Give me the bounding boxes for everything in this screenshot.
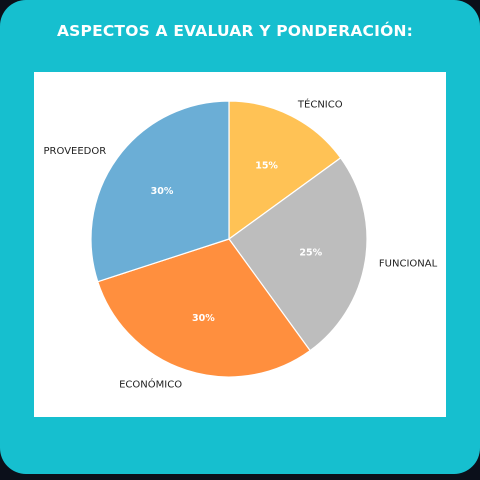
pie-percent-label-funcional: 25% [299,247,322,258]
pie-slice-proveedor [90,100,230,283]
pie-percent-label-economico: 30% [192,313,215,324]
pie-category-label-tecnico: TÉCNICO [297,98,343,111]
pie-percent-label-proveedor: 30% [151,186,174,197]
chart-panel: 15% TÉCNICO 25% FUNCIONAL 30% ECONÓMICO 30% PRO… [34,72,446,417]
pie-category-label-proveedor: PROVEEDOR [44,146,107,157]
pie-category-label-economico: ECONÓMICO [119,377,182,390]
pie-category-label-funcional: FUNCIONAL [379,259,438,270]
pie-percent-label-tecnico: 15% [255,161,278,172]
pie-slice-funcional [228,157,368,352]
pie-chart: 15% TÉCNICO 25% FUNCIONAL 30% ECONÓMICO 30% PRO… [44,98,438,391]
pie-slice-tecnico [228,100,342,241]
pie-slice-economico [96,238,311,378]
page-title: ASPECTOS A EVALUAR Y PONDERACIÓN: [56,22,414,40]
